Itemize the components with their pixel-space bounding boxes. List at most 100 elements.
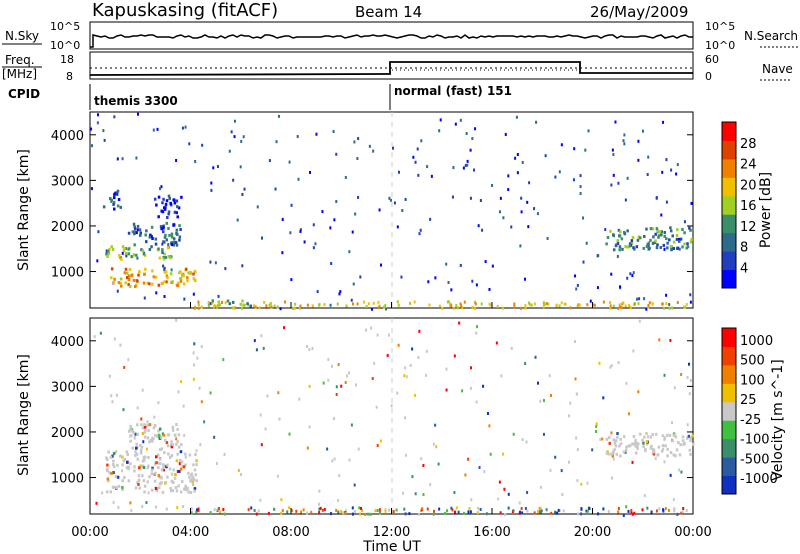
scatter-dot <box>453 491 456 495</box>
scatter-dot <box>155 291 158 295</box>
region-dot <box>691 434 694 438</box>
scatter-dot <box>97 230 100 234</box>
region-dot <box>158 436 162 440</box>
region-dot <box>226 299 230 303</box>
scatter-dot <box>200 345 203 349</box>
region-dot <box>182 465 186 469</box>
scatter-dot <box>665 158 668 162</box>
region-dot <box>133 284 137 288</box>
scatter-dot <box>386 353 389 357</box>
region-dot <box>172 237 176 241</box>
scatter-dot <box>290 203 293 207</box>
region-dot <box>111 247 115 251</box>
ground-dot <box>311 304 314 308</box>
ground-dot <box>609 304 612 308</box>
scatter-dot <box>435 445 438 449</box>
scatter-dot <box>210 181 213 185</box>
region-dot <box>163 252 166 256</box>
scatter-dot <box>333 218 336 222</box>
scatter-dot <box>209 391 212 395</box>
region-dot <box>249 304 253 308</box>
ground-dot <box>537 509 540 513</box>
scatter-dot <box>122 408 125 412</box>
scatter-dot <box>385 307 388 311</box>
region-dot <box>117 484 121 488</box>
region-dot <box>606 450 609 454</box>
scatter-dot <box>353 483 356 487</box>
region-dot <box>134 486 138 490</box>
region-dot <box>643 234 646 238</box>
region-dot <box>142 464 145 468</box>
scatter-dot <box>241 264 244 268</box>
region-dot <box>616 242 620 246</box>
scatter-dot <box>526 491 529 495</box>
scatter-dot <box>409 364 412 368</box>
scatter-dot <box>573 147 576 151</box>
scatter-dot <box>427 280 430 284</box>
region-dot <box>163 280 166 284</box>
region-dot <box>652 452 656 456</box>
region-dot <box>137 466 141 470</box>
scatter-dot <box>576 283 579 287</box>
region-dot <box>174 240 177 244</box>
region-dot <box>636 238 640 242</box>
region-dot <box>123 246 126 250</box>
region-dot <box>142 479 146 483</box>
colorbar-cell <box>722 122 736 141</box>
region-dot <box>106 458 109 462</box>
ytick-label: 3000 <box>51 174 84 189</box>
region-dot <box>643 435 646 439</box>
scatter-dot <box>112 500 115 504</box>
region-dot <box>168 233 171 237</box>
ground-dot <box>449 303 452 307</box>
region-dot <box>105 456 108 460</box>
region-dot <box>176 469 180 473</box>
scatter-dot <box>165 507 168 511</box>
scatter-dot <box>404 366 407 370</box>
scatter-dot <box>342 511 345 515</box>
scatter-dot <box>102 129 105 133</box>
velocity-panel: 1000 2000 3000 4000 Slant Range [km] <box>16 317 695 517</box>
scatter-dot <box>255 348 258 352</box>
region-dot <box>150 472 154 476</box>
scatter-dot <box>519 244 522 248</box>
scatter-dot <box>462 166 465 170</box>
region-dot <box>688 226 691 230</box>
ground-dot <box>351 506 354 510</box>
ground-dot <box>404 512 407 516</box>
scatter-dot <box>330 364 333 368</box>
region-dot <box>191 480 195 484</box>
ytick-label: 2000 <box>51 426 84 441</box>
scatter-dot <box>481 228 484 232</box>
region-dot <box>160 475 163 479</box>
xtick-label: 00:00 <box>674 525 711 540</box>
ground-dot <box>428 303 431 307</box>
region-dot <box>165 221 168 225</box>
scatter-dot <box>612 153 615 157</box>
region-dot <box>173 210 177 214</box>
scatter-dot <box>315 132 318 136</box>
ground-dot <box>208 304 211 308</box>
ground-dot <box>471 306 474 310</box>
ground-dot <box>263 300 266 304</box>
region-dot <box>631 442 634 446</box>
region-dot <box>171 443 174 447</box>
colorbar-cell <box>722 346 736 366</box>
region-dot <box>637 235 641 239</box>
region-dot <box>107 251 111 255</box>
region-dot <box>127 465 130 469</box>
ground-dot <box>211 301 214 305</box>
region-dot <box>228 302 232 306</box>
scatter-dot <box>585 241 588 245</box>
region-dot <box>677 441 680 445</box>
region-dot <box>164 256 168 260</box>
ground-dot <box>526 509 529 513</box>
power-panel: 1000 2000 3000 4000 Slant Range [km] <box>16 111 694 311</box>
region-dot <box>186 279 189 283</box>
ground-dot <box>196 508 199 512</box>
region-dot <box>194 453 197 457</box>
region-dot <box>159 224 163 228</box>
region-dot <box>160 447 164 451</box>
ground-dot <box>618 303 621 307</box>
region-dot <box>151 282 154 286</box>
